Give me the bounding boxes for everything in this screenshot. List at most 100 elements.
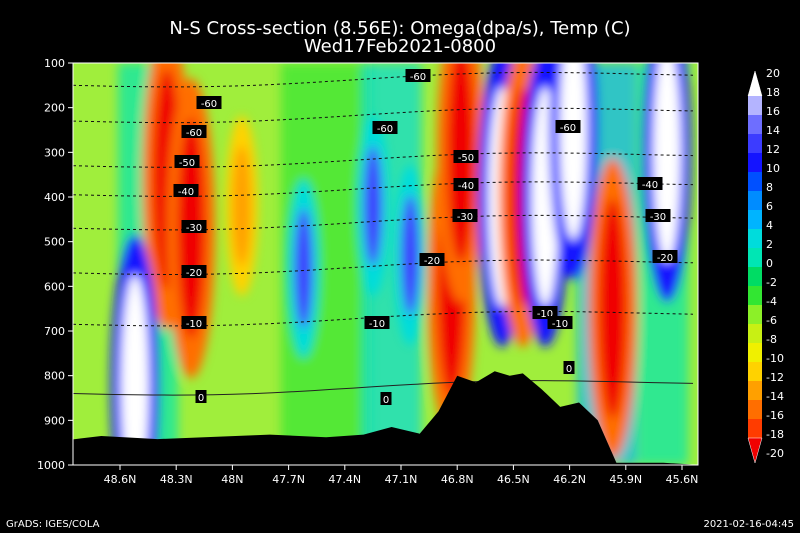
contour-label-bg bbox=[645, 209, 671, 222]
x-tick-label: 46.2N bbox=[553, 473, 586, 486]
colorbar-swatch bbox=[748, 96, 762, 116]
y-tick-label: 600 bbox=[44, 280, 65, 293]
contour-label: -60 bbox=[186, 128, 202, 139]
contour-label: -10 bbox=[369, 319, 385, 330]
contour-label: -40 bbox=[458, 181, 474, 192]
colorbar-label: -2 bbox=[766, 276, 777, 289]
colorbar-swatch bbox=[748, 305, 762, 325]
contour-label-bg bbox=[453, 178, 479, 191]
contour-label-bg bbox=[532, 306, 558, 319]
colorbar-swatch bbox=[748, 419, 762, 439]
x-tick-label: 48N bbox=[221, 473, 243, 486]
y-tick-label: 500 bbox=[44, 236, 65, 249]
y-tick-label: 1000 bbox=[37, 459, 65, 472]
colorbar-swatch bbox=[748, 210, 762, 230]
x-tick-label: 45.6N bbox=[666, 473, 699, 486]
contour-label: -20 bbox=[424, 256, 440, 267]
contour-label-bg bbox=[452, 209, 478, 222]
colorbar-label: 20 bbox=[766, 67, 780, 80]
contour-label: -10 bbox=[186, 319, 202, 330]
contour-label: -60 bbox=[560, 123, 576, 134]
contour-label: -20 bbox=[657, 253, 673, 264]
contour-label: -30 bbox=[650, 212, 666, 223]
colorbar-label: -20 bbox=[766, 447, 784, 460]
x-tick-label: 45.9N bbox=[609, 473, 642, 486]
colorbar-label: -6 bbox=[766, 314, 777, 327]
contour-label-bg bbox=[453, 150, 479, 163]
contour-label-bg bbox=[195, 390, 207, 403]
contour-label: -20 bbox=[186, 268, 202, 279]
contour-label-bg bbox=[547, 316, 573, 329]
colorbar-swatch bbox=[748, 134, 762, 154]
omega-core bbox=[598, 198, 627, 419]
contour-label: 0 bbox=[383, 395, 389, 406]
temp-contour bbox=[73, 214, 694, 231]
colorbar-swatch bbox=[748, 229, 762, 249]
colorbar-swatch bbox=[748, 286, 762, 306]
y-tick-label: 400 bbox=[44, 191, 65, 204]
contour-label-bg bbox=[364, 316, 390, 329]
contour-label-bg bbox=[405, 69, 431, 82]
colorbar-label: 10 bbox=[766, 162, 780, 175]
colorbar-cap-top bbox=[747, 70, 763, 97]
x-tick-label: 48.6N bbox=[104, 473, 137, 486]
contour-label: -30 bbox=[457, 212, 473, 223]
colorbar-label: 14 bbox=[766, 124, 780, 137]
colorbar-swatch bbox=[748, 115, 762, 135]
temp-contour bbox=[73, 71, 694, 88]
omega-core bbox=[363, 145, 382, 266]
omega-core bbox=[232, 145, 251, 266]
colorbar-label: 2 bbox=[766, 238, 773, 251]
colorbar-swatch bbox=[748, 191, 762, 211]
colorbar-label: -18 bbox=[766, 428, 784, 441]
temp-contour bbox=[73, 259, 694, 276]
y-tick-label: 200 bbox=[44, 102, 65, 115]
colorbar-cap-bottom bbox=[747, 437, 763, 464]
colorbar: 20181614121086420-2-4-6-8-10-12-14-16-18… bbox=[747, 67, 784, 464]
footer-timestamp: 2021-02-16-04:45 bbox=[703, 519, 794, 530]
contour-label: -50 bbox=[179, 158, 195, 169]
contour-label-bg bbox=[196, 96, 222, 109]
x-axis: 48.6N 48.3N 48N 47.7N 47.4N 47.1N 46.8N 46.5N 46… bbox=[104, 465, 699, 486]
colorbar-label: 16 bbox=[766, 105, 780, 118]
contour-label-bg bbox=[181, 316, 207, 329]
colorbar-label: 18 bbox=[766, 86, 780, 99]
colorbar-swatch bbox=[748, 400, 762, 420]
omega-core bbox=[401, 195, 420, 316]
contour-label: -60 bbox=[201, 99, 217, 110]
contour-label-bg bbox=[652, 250, 678, 263]
colorbar-label: -16 bbox=[766, 409, 784, 422]
colorbar-swatch bbox=[748, 343, 762, 363]
colorbar-label: 8 bbox=[766, 181, 773, 194]
y-tick-label: 800 bbox=[44, 370, 65, 383]
omega-core bbox=[653, 63, 682, 263]
y-tick-label: 100 bbox=[44, 57, 65, 70]
contour-label-group: -60 -60 -60 -60 -60 -50 -50 -40 -40 -40 -30 -30 -30 -… bbox=[173, 69, 678, 406]
colorbar-swatch bbox=[748, 153, 762, 173]
colorbar-label: 0 bbox=[766, 257, 773, 270]
contour-label: -60 bbox=[410, 72, 426, 83]
temp-contour bbox=[73, 380, 694, 396]
colorbar-swatch bbox=[748, 172, 762, 192]
contour-label: 0 bbox=[566, 364, 572, 375]
omega-core bbox=[559, 63, 588, 240]
colorbar-label: -14 bbox=[766, 390, 784, 403]
plot-frame bbox=[72, 62, 699, 466]
colorbar-label: -12 bbox=[766, 371, 784, 384]
contour-label: -30 bbox=[186, 223, 202, 234]
contour-label-bg bbox=[181, 265, 207, 278]
colorbar-swatch bbox=[748, 267, 762, 287]
contour-label-bg bbox=[173, 184, 199, 197]
colorbar-label: 4 bbox=[766, 219, 773, 232]
x-tick-label: 47.4N bbox=[328, 473, 361, 486]
colorbar-label: 6 bbox=[766, 200, 773, 213]
y-axis: 100 200 300 400 500 600 700 800 900 1000 bbox=[37, 57, 73, 472]
contour-label: 0 bbox=[198, 393, 204, 404]
x-tick-label: 47.1N bbox=[385, 473, 418, 486]
colorbar-label: -4 bbox=[766, 295, 777, 308]
colorbar-swatch bbox=[748, 381, 762, 401]
colorbar-label: -10 bbox=[766, 352, 784, 365]
colorbar-label: -8 bbox=[766, 333, 777, 346]
contour-label: -10 bbox=[537, 309, 553, 320]
